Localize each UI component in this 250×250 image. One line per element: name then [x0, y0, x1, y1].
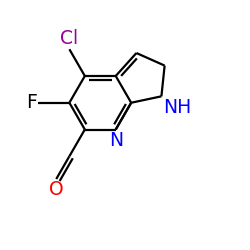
Text: O: O [49, 180, 64, 199]
Text: Cl: Cl [60, 29, 78, 48]
Text: N: N [109, 131, 123, 150]
Text: NH: NH [163, 98, 191, 116]
Text: F: F [26, 93, 37, 112]
